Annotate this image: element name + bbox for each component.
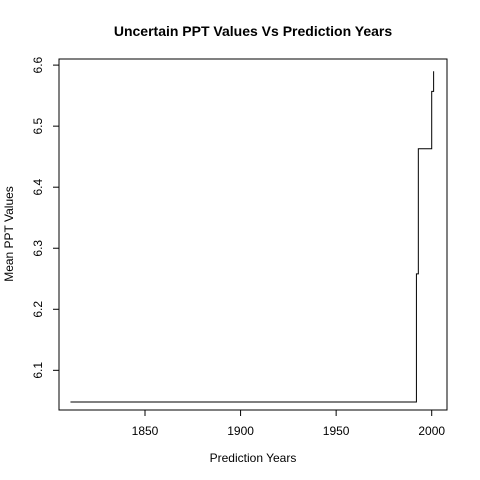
y-tick-label: 6.1 — [31, 362, 45, 379]
plot-frame — [58, 58, 448, 411]
y-tick-label: 6.2 — [31, 301, 45, 318]
x-tick-label: 2000 — [418, 424, 445, 438]
x-axis: 1850 1900 1950 2000 — [132, 409, 445, 438]
series-line — [70, 71, 435, 403]
y-axis: 6.1 6.2 6.3 6.4 6.5 6.6 — [31, 56, 60, 379]
chart-title: Uncertain PPT Values Vs Prediction Years — [114, 23, 393, 39]
series-group — [70, 71, 435, 403]
y-tick-label: 6.5 — [31, 117, 45, 134]
x-tick-label: 1900 — [227, 424, 254, 438]
y-tick-label: 6.4 — [31, 179, 45, 196]
x-tick-label: 1950 — [323, 424, 350, 438]
y-tick-label: 6.3 — [31, 240, 45, 257]
y-axis-label: Mean PPT Values — [2, 186, 16, 282]
y-tick-label: 6.6 — [31, 56, 45, 73]
x-axis-label: Prediction Years — [210, 451, 297, 465]
x-tick-label: 1850 — [132, 424, 159, 438]
